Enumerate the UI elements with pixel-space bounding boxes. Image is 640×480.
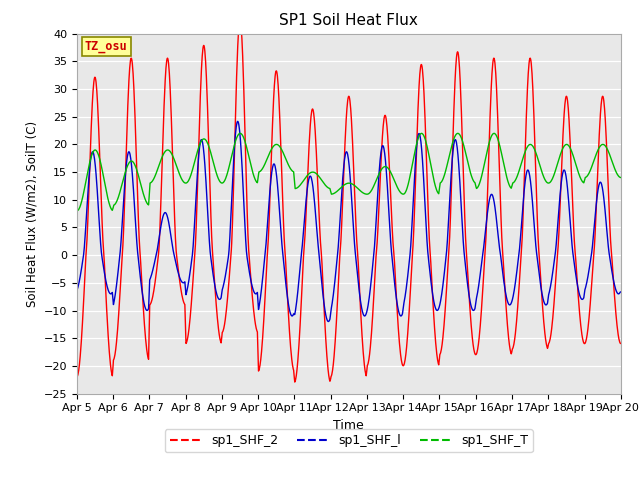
sp1_SHF_l (194, 166, 202, 172)
Line: sp1_SHF_l: sp1_SHF_l (77, 121, 620, 322)
Title: SP1 Soil Heat Flux: SP1 Soil Heat Flux (280, 13, 418, 28)
Text: TZ_osu: TZ_osu (85, 40, 128, 53)
sp1_SHF_T (180, 180, 188, 186)
sp1_SHF_T (616, 175, 624, 180)
sp1_SHF_l (234, 119, 241, 124)
sp1_SHF_T (433, 188, 441, 193)
sp1_SHF_T (194, 148, 202, 154)
sp1_SHF_l (180, 279, 188, 285)
sp1_SHF_l (505, 301, 513, 307)
sp1_SHF_l (324, 319, 332, 324)
sp1_SHF_l (553, 237, 561, 243)
sp1_SHF_2 (616, 340, 624, 346)
Y-axis label: Soil Heat Flux (W/m2), SoilT (C): Soil Heat Flux (W/m2), SoilT (C) (25, 120, 38, 307)
sp1_SHF_T (255, 172, 262, 178)
sp1_SHF_T (73, 208, 81, 214)
sp1_SHF_2 (291, 379, 299, 385)
Line: sp1_SHF_2: sp1_SHF_2 (77, 20, 620, 382)
sp1_SHF_l (434, 307, 442, 313)
sp1_SHF_T (552, 165, 560, 171)
sp1_SHF_2 (434, 357, 442, 363)
sp1_SHF_2 (255, 367, 263, 373)
sp1_SHF_2 (553, 264, 561, 270)
sp1_SHF_T (504, 180, 512, 185)
sp1_SHF_l (255, 305, 263, 311)
sp1_SHF_2 (236, 17, 244, 23)
X-axis label: Time: Time (333, 419, 364, 432)
Legend: sp1_SHF_2, sp1_SHF_l, sp1_SHF_T: sp1_SHF_2, sp1_SHF_l, sp1_SHF_T (164, 429, 533, 452)
sp1_SHF_l (616, 289, 624, 295)
sp1_SHF_2 (180, 301, 188, 307)
sp1_SHF_T (454, 131, 461, 136)
Line: sp1_SHF_T: sp1_SHF_T (77, 133, 620, 211)
sp1_SHF_2 (73, 374, 81, 380)
sp1_SHF_2 (505, 335, 513, 341)
sp1_SHF_2 (194, 178, 202, 184)
sp1_SHF_l (73, 291, 81, 297)
